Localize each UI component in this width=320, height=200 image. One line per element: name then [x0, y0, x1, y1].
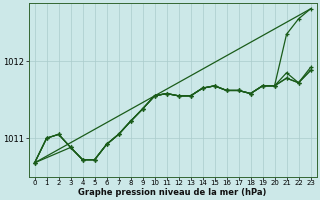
- X-axis label: Graphe pression niveau de la mer (hPa): Graphe pression niveau de la mer (hPa): [78, 188, 267, 197]
